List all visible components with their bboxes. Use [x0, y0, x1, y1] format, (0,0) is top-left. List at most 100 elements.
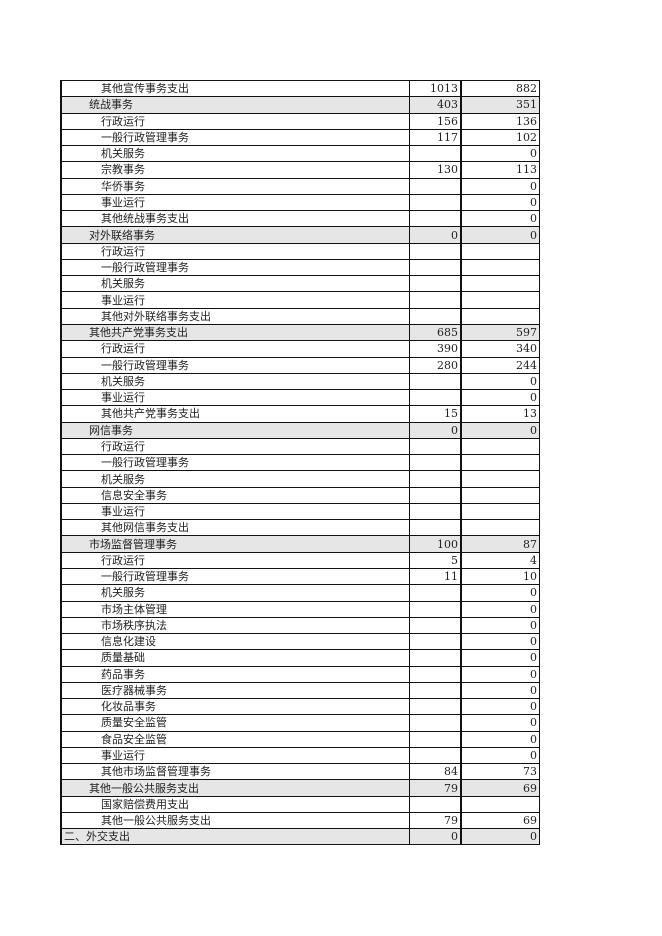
category-row: 网信事务 0 0	[60, 421, 540, 439]
value-col-2: 0	[460, 193, 540, 212]
value-col-2	[460, 454, 540, 472]
row-label: 市场秩序执法	[60, 616, 410, 635]
row-label: 质量基础	[60, 649, 410, 667]
value-col-2: 102	[460, 128, 540, 147]
value-col-2	[460, 437, 540, 456]
value-col-1	[409, 470, 462, 488]
row-label: 机关服务	[60, 372, 410, 391]
row-label: 机关服务	[60, 145, 410, 163]
value-col-1: 11	[409, 567, 462, 586]
value-col-2: 69	[460, 779, 540, 797]
value-col-2: 0	[460, 649, 540, 667]
value-col-1	[409, 502, 462, 521]
value-col-1	[409, 600, 462, 618]
value-col-1	[409, 193, 462, 212]
value-col-1	[409, 210, 462, 228]
value-col-2: 244	[460, 356, 540, 374]
table-row: 其他市场监督管理事务 84 73	[60, 763, 540, 781]
category-row: 其他一般公共服务支出 79 69	[60, 779, 540, 797]
row-label: 机关服务	[60, 275, 410, 293]
table-row: 宗教事务 130 113	[60, 161, 540, 179]
category-row: 二、外交支出 0 0	[60, 828, 540, 846]
value-col-1: 100	[409, 535, 462, 553]
value-col-2: 597	[460, 323, 540, 342]
value-col-1: 117	[409, 128, 462, 147]
row-label: 质量安全监管	[60, 714, 410, 732]
row-label: 机关服务	[60, 470, 410, 488]
value-col-2: 0	[460, 746, 540, 765]
table-row: 其他宣传事务支出 1013 882	[60, 79, 540, 98]
row-label: 二、外交支出	[60, 828, 410, 846]
value-col-1: 5	[409, 551, 462, 569]
table-row: 机关服务	[60, 275, 540, 293]
table-row: 机关服务	[60, 470, 540, 488]
row-label: 事业运行	[60, 291, 410, 309]
row-label: 其他共产党事务支出	[60, 405, 410, 423]
value-col-2: 0	[460, 714, 540, 732]
value-col-2: 13	[460, 405, 540, 423]
category-row: 市场监督管理事务 100 87	[60, 535, 540, 553]
row-label: 国家赔偿费用支出	[60, 795, 410, 813]
value-col-2: 0	[460, 665, 540, 683]
value-col-2: 0	[460, 145, 540, 163]
value-col-2: 0	[460, 681, 540, 700]
row-label: 食品安全监管	[60, 730, 410, 748]
row-label: 信息安全事务	[60, 486, 410, 504]
row-label: 市场监督管理事务	[60, 535, 410, 553]
table-row: 一般行政管理事务 117 102	[60, 128, 540, 147]
table-row: 行政运行 390 340	[60, 340, 540, 358]
row-label: 其他一般公共服务支出	[60, 811, 410, 830]
table-row: 药品事务 0	[60, 665, 540, 683]
table-row: 事业运行	[60, 502, 540, 521]
table-row: 食品安全监管 0	[60, 730, 540, 748]
value-col-1	[409, 730, 462, 748]
value-col-1	[409, 389, 462, 407]
value-col-2: 0	[460, 584, 540, 602]
value-col-1: 403	[409, 96, 462, 114]
table-row: 其他一般公共服务支出 79 69	[60, 811, 540, 830]
value-col-2: 0	[460, 372, 540, 391]
value-col-1	[409, 437, 462, 456]
value-col-2	[460, 470, 540, 488]
value-col-2: 0	[460, 828, 540, 846]
value-col-1: 130	[409, 161, 462, 179]
table-row: 事业运行 0	[60, 193, 540, 212]
table-row: 一般行政管理事务 11 10	[60, 567, 540, 586]
table-row: 市场主体管理 0	[60, 600, 540, 618]
table-row: 市场秩序执法 0	[60, 616, 540, 635]
value-col-1: 15	[409, 405, 462, 423]
table-row: 其他对外联络事务支出	[60, 307, 540, 325]
value-col-2: 0	[460, 389, 540, 407]
table-row: 国家赔偿费用支出	[60, 795, 540, 813]
row-label: 其他对外联络事务支出	[60, 307, 410, 325]
table-row: 机关服务 0	[60, 584, 540, 602]
row-label: 华侨事务	[60, 177, 410, 195]
table-body: 其他宣传事务支出 1013 882 统战事务 403 351 行政运行 156 136 一般行政管…	[60, 79, 540, 846]
category-row: 对外联络事务 0 0	[60, 226, 540, 244]
value-col-1	[409, 145, 462, 163]
value-col-1	[409, 795, 462, 813]
row-label: 行政运行	[60, 112, 410, 130]
value-col-1	[409, 275, 462, 293]
value-col-2: 113	[460, 161, 540, 179]
value-col-2: 73	[460, 763, 540, 781]
row-label: 机关服务	[60, 584, 410, 602]
value-col-1	[409, 633, 462, 651]
value-col-1	[409, 665, 462, 683]
value-col-2: 87	[460, 535, 540, 553]
value-col-2	[460, 291, 540, 309]
value-col-1	[409, 291, 462, 309]
value-col-1	[409, 307, 462, 325]
value-col-2: 10	[460, 567, 540, 586]
value-col-2: 0	[460, 210, 540, 228]
value-col-1: 0	[409, 828, 462, 846]
table-row: 事业运行 0	[60, 746, 540, 765]
value-col-1: 156	[409, 112, 462, 130]
table-row: 机关服务 0	[60, 372, 540, 391]
value-col-1: 1013	[409, 79, 462, 98]
row-label: 其他市场监督管理事务	[60, 763, 410, 781]
value-col-1	[409, 649, 462, 667]
value-col-1	[409, 242, 462, 260]
row-label: 一般行政管理事务	[60, 128, 410, 147]
table-row: 行政运行	[60, 437, 540, 456]
